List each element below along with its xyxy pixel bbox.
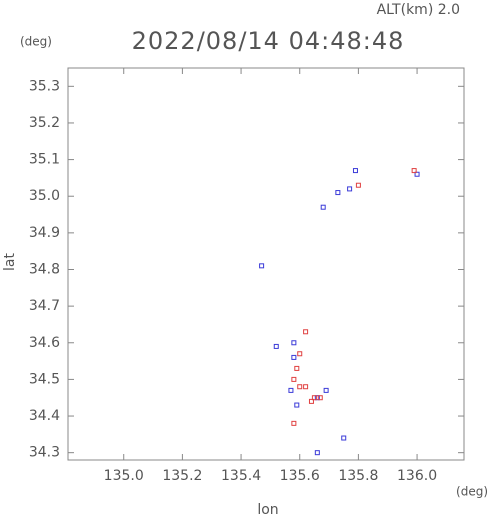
y-tick-label: 35.0	[29, 188, 60, 204]
y-tick-label: 34.7	[29, 298, 60, 314]
x-unit: (deg)	[456, 485, 488, 499]
point	[288, 387, 294, 393]
point	[314, 395, 320, 401]
x-tick-label: 135.0	[104, 468, 144, 484]
point	[291, 420, 297, 426]
x-tick-label: 136.0	[397, 468, 437, 484]
point	[314, 450, 320, 456]
point	[311, 395, 317, 401]
point	[303, 329, 309, 335]
chart-title: 2022/08/14 04:48:48	[132, 27, 405, 55]
y-tick-label: 34.4	[29, 408, 60, 424]
point	[294, 365, 300, 371]
point	[308, 398, 314, 404]
point	[411, 168, 417, 174]
point	[414, 171, 420, 177]
annotation: ALT(km) 2.0	[377, 2, 460, 18]
x-tick-label: 135.8	[338, 468, 378, 484]
y-tick-label: 34.8	[29, 261, 60, 277]
point	[303, 384, 309, 390]
x-tick-label: 135.4	[221, 468, 261, 484]
point	[323, 387, 329, 393]
point	[291, 340, 297, 346]
point	[335, 190, 341, 196]
y-tick-label: 34.5	[29, 371, 60, 387]
point	[259, 263, 265, 269]
point	[273, 343, 279, 349]
x-tick-label: 135.2	[162, 468, 202, 484]
x-label: lon	[257, 502, 278, 518]
point	[294, 402, 300, 408]
y-label: lat	[2, 253, 18, 271]
point	[320, 204, 326, 210]
x-tick-label: 135.6	[280, 468, 320, 484]
point	[291, 376, 297, 382]
y-tick-label: 35.3	[29, 78, 60, 94]
point	[347, 186, 353, 192]
point	[297, 351, 303, 357]
y-tick-label: 35.2	[29, 115, 60, 131]
y-tick-label: 34.3	[29, 445, 60, 461]
y-tick-label: 35.1	[29, 152, 60, 168]
y-unit: (deg)	[20, 35, 52, 49]
y-tick-label: 34.9	[29, 225, 60, 241]
y-tick-label: 34.6	[29, 335, 60, 351]
plot-frame	[67, 67, 465, 461]
point	[355, 182, 361, 188]
point	[352, 168, 358, 174]
point	[317, 395, 323, 401]
point	[297, 384, 303, 390]
point	[291, 354, 297, 360]
point	[341, 435, 347, 441]
